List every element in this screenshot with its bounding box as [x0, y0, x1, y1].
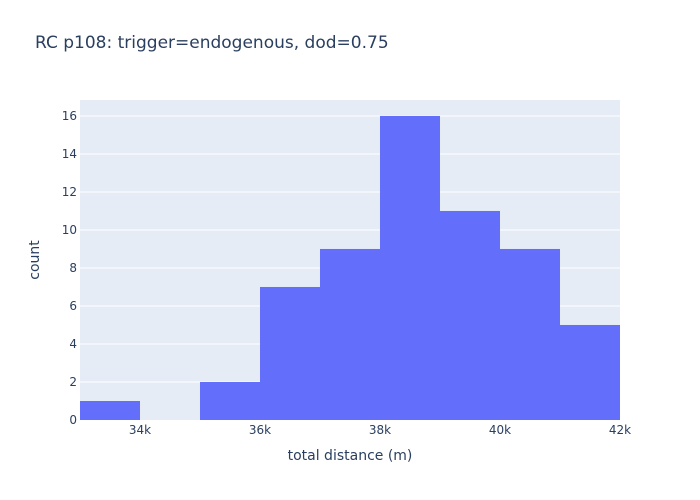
y-tick-label: 4 — [69, 337, 77, 351]
x-tick-label: 38k — [369, 423, 391, 437]
y-tick-label: 10 — [62, 223, 77, 237]
x-tick-labels: 34k 36k 38k 40k 42k — [129, 423, 631, 437]
histogram-bar — [200, 381, 260, 420]
y-tick-label: 6 — [69, 299, 77, 313]
histogram-bar — [320, 248, 380, 420]
y-tick-label: 8 — [69, 261, 77, 275]
y-tick-label: 0 — [69, 413, 77, 427]
y-tick-label: 2 — [69, 375, 77, 389]
x-tick-label: 34k — [129, 423, 151, 437]
histogram-bar — [380, 115, 440, 420]
y-tick-label: 14 — [62, 147, 77, 161]
y-tick-labels: 0 2 4 6 8 10 12 14 16 — [62, 109, 77, 427]
y-tick-label: 16 — [62, 109, 77, 123]
x-tick-label: 42k — [609, 423, 631, 437]
histogram-bar — [440, 210, 500, 420]
histogram-bar — [560, 324, 620, 420]
x-tick-label: 36k — [249, 423, 271, 437]
x-axis-title: total distance (m) — [288, 448, 413, 464]
histogram-bar — [500, 248, 560, 420]
y-axis-title: count — [27, 240, 43, 280]
histogram-bars — [80, 115, 620, 420]
histogram-bar — [80, 400, 140, 420]
chart-title: RC p108: trigger=endogenous, dod=0.75 — [35, 33, 389, 53]
x-tick-label: 40k — [489, 423, 511, 437]
y-tick-label: 12 — [62, 185, 77, 199]
histogram-bar — [260, 286, 320, 420]
